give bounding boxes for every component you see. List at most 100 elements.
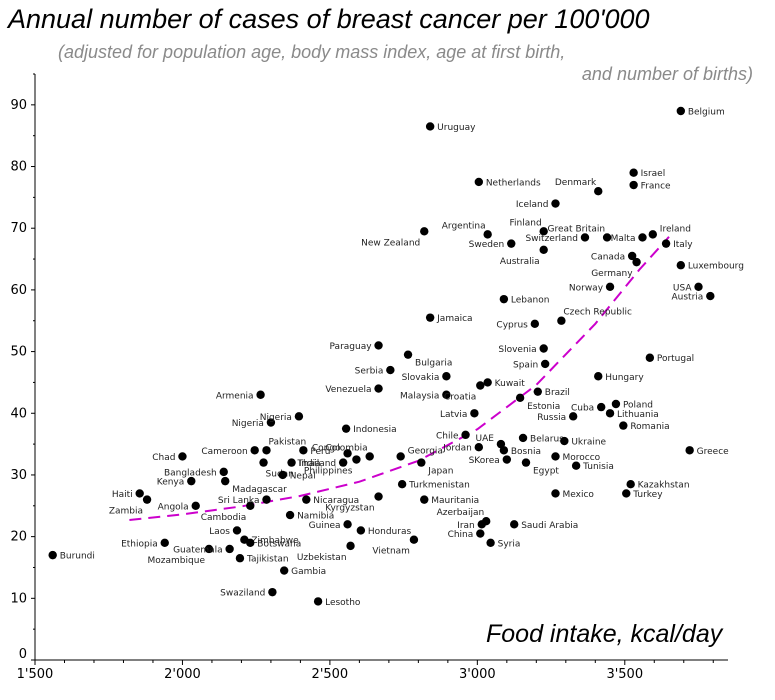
point-label: Portugal — [657, 354, 694, 364]
data-point — [551, 199, 560, 208]
point-label: Peru — [310, 447, 330, 457]
point-label: Indonesia — [353, 425, 397, 435]
point-label: Austria — [672, 293, 704, 303]
data-point — [481, 517, 491, 526]
point-label: Uruguay — [437, 123, 476, 133]
point-label: Canada — [591, 252, 625, 262]
data-point — [515, 393, 525, 403]
data-point — [386, 365, 395, 375]
point-label: Angola — [158, 502, 189, 512]
data-point — [627, 251, 637, 261]
data-point — [629, 180, 638, 190]
data-point — [626, 480, 635, 489]
data-point — [622, 489, 631, 498]
data-point — [530, 319, 540, 329]
data-point — [302, 495, 311, 504]
point-label: Zambia — [109, 507, 143, 517]
y-tick-label: 10 — [10, 591, 27, 606]
point-label: Guatemala — [173, 545, 223, 555]
data-point — [425, 313, 435, 322]
point-label: Malaysia — [400, 391, 439, 401]
data-point — [365, 452, 374, 461]
point-label: Denmark — [555, 178, 597, 188]
point-label: Haiti — [112, 490, 133, 500]
data-point — [374, 492, 383, 501]
point-label: Nigeria — [260, 413, 292, 423]
point-label: Lebanon — [511, 296, 550, 306]
data-point — [374, 341, 383, 350]
y-tick-label: 20 — [10, 530, 27, 545]
y-tick-label: 40 — [10, 406, 27, 421]
point-label: Israel — [641, 169, 666, 179]
point-label: Slovakia — [402, 373, 440, 383]
point-label: Tunisia — [582, 462, 614, 472]
point-label: Guinea — [309, 521, 341, 531]
point-label: Luxembourg — [688, 262, 744, 272]
point-label: Argentina — [442, 221, 486, 231]
data-point — [605, 282, 615, 292]
data-point — [580, 233, 590, 242]
data-point — [262, 446, 271, 455]
point-label: Jamaica — [436, 314, 472, 324]
point-label: Nigeria — [232, 419, 264, 429]
data-point — [287, 458, 296, 467]
data-point — [142, 495, 152, 504]
point-label: Bulgaria — [415, 359, 452, 369]
data-point — [299, 446, 308, 455]
x-tick-label: 2'000 — [164, 667, 201, 682]
point-label: Slovenia — [498, 345, 536, 355]
point-label: Kazakhstan — [638, 481, 690, 491]
y-tick-label: 90 — [10, 98, 27, 113]
data-point — [278, 470, 287, 480]
x-tick-label: 1'500 — [17, 667, 54, 682]
point-label: Australia — [500, 257, 540, 267]
point-label: Malta — [611, 234, 636, 244]
data-point — [470, 409, 479, 418]
data-point — [425, 122, 435, 131]
data-point — [474, 177, 484, 187]
data-point — [476, 529, 485, 538]
point-label: Tajikistan — [246, 555, 289, 565]
data-point — [225, 544, 234, 554]
data-point — [178, 452, 187, 461]
point-label: Paraguay — [330, 342, 373, 352]
data-point — [256, 390, 265, 399]
data-point — [611, 399, 621, 409]
y-tick-label: 30 — [10, 468, 27, 483]
data-point — [235, 554, 245, 563]
data-point — [420, 495, 429, 504]
point-label: Finland — [510, 218, 542, 228]
point-label: Venezuela — [325, 385, 371, 395]
data-point — [476, 381, 485, 390]
data-point — [676, 106, 686, 116]
point-label: Ukraine — [571, 438, 606, 448]
data-point — [204, 544, 214, 554]
data-point — [602, 233, 612, 242]
data-point — [461, 430, 470, 440]
data-point — [346, 541, 355, 551]
point-label: Syria — [498, 539, 521, 549]
point-label: USA — [673, 283, 692, 293]
data-point — [409, 535, 419, 544]
point-label: Great Britain — [548, 224, 606, 234]
chart-subtitle-line1: (adjusted for population age, body mass … — [58, 42, 566, 62]
point-label: Switzerland — [525, 234, 578, 244]
data-point — [279, 566, 289, 575]
point-label: Cyprus — [496, 320, 528, 330]
point-label: Georgia — [408, 446, 443, 456]
point-label: Romania — [630, 422, 669, 432]
data-point — [685, 446, 694, 455]
data-point — [694, 282, 703, 292]
data-point — [551, 489, 560, 498]
point-label: Lesotho — [325, 598, 361, 608]
point-label: Ireland — [660, 224, 691, 234]
point-label: Armenia — [216, 391, 254, 401]
data-point — [232, 526, 242, 535]
point-label: Jordan — [442, 444, 472, 454]
data-point — [706, 291, 715, 301]
data-point — [560, 436, 569, 446]
data-point — [486, 538, 495, 547]
point-label: Spain — [513, 360, 538, 370]
point-label: Iran — [457, 521, 475, 531]
data-point — [250, 446, 259, 455]
